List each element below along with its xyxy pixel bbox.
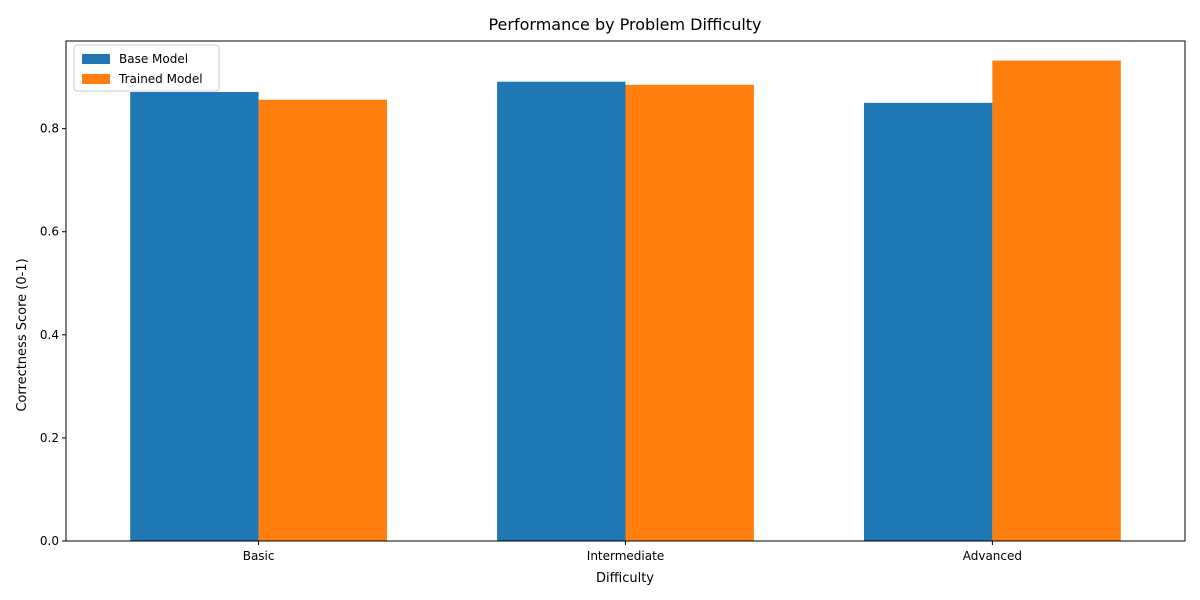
y-tick-label: 0.0: [40, 534, 59, 548]
bar-base-model-basic: [130, 92, 259, 541]
bar-trained-model-basic: [258, 99, 388, 542]
x-tick-label: Advanced: [963, 549, 1022, 563]
legend-label: Trained Model: [118, 72, 203, 86]
y-tick-label: 0.6: [40, 225, 59, 239]
legend: Base Model Trained Model: [73, 44, 220, 92]
legend-swatch: [82, 54, 110, 64]
x-tick-label: Intermediate: [587, 549, 664, 563]
x-tick-label: Basic: [243, 549, 275, 563]
legend-box: [73, 44, 220, 92]
legend-label: Base Model: [119, 52, 188, 66]
bar-trained-model-intermediate: [625, 84, 754, 542]
chart-title: Performance by Problem Difficulty: [488, 15, 761, 34]
y-tick-label: 0.4: [40, 328, 59, 342]
legend-swatch: [82, 74, 110, 84]
y-tick-label: 0.2: [40, 431, 59, 445]
bars-group: [130, 60, 1121, 542]
x-axis-label: Difficulty: [596, 571, 654, 586]
bar-base-model-intermediate: [497, 81, 626, 541]
bar-base-model-advanced: [863, 102, 993, 542]
y-tick-label: 0.8: [40, 122, 59, 136]
axes-group: 0.0 0.2 0.4 0.6 0.8 Basic Intermediate Advanced: [40, 40, 1186, 563]
y-axis-label: Correctness Score (0-1): [15, 258, 30, 411]
bar-trained-model-advanced: [992, 60, 1121, 542]
